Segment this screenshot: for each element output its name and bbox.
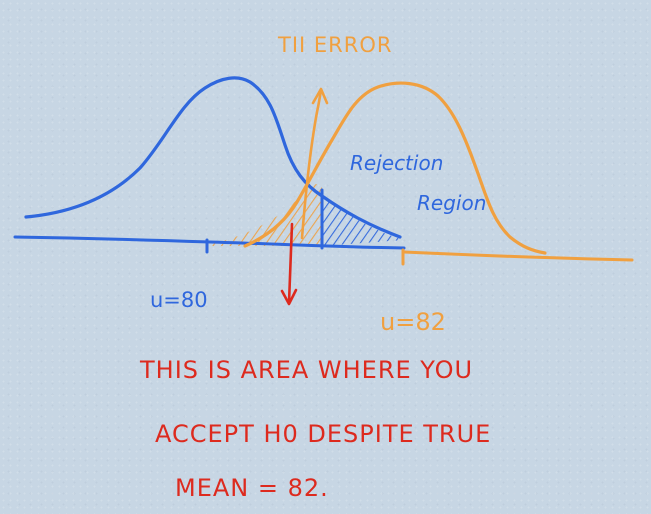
null-mean-label: u=80 bbox=[150, 288, 208, 312]
alternative-mean-label: u=82 bbox=[380, 308, 446, 336]
note-line-2: ACCEPT H0 DESPITE TRUE bbox=[155, 420, 491, 448]
baseline-orange bbox=[402, 250, 634, 262]
rejection-region-label-line2: Region bbox=[417, 191, 486, 215]
rejection-region-area bbox=[322, 196, 404, 246]
note-line-1: THIS IS AREA WHERE YOU bbox=[139, 356, 473, 384]
note-pointer-arrowhead bbox=[280, 288, 298, 306]
diagram-title: TII ERROR bbox=[277, 33, 392, 57]
note-pointer-arrow bbox=[287, 222, 294, 305]
type-ii-error-area bbox=[210, 184, 322, 246]
title-pointer-arrowhead bbox=[311, 87, 329, 105]
rejection-region-label-line1: Rejection bbox=[350, 151, 443, 175]
baseline bbox=[13, 235, 406, 250]
note-line-3: MEAN = 82. bbox=[175, 474, 329, 502]
alternative-distribution-curve bbox=[243, 81, 547, 255]
title-pointer-arrow bbox=[300, 88, 323, 240]
